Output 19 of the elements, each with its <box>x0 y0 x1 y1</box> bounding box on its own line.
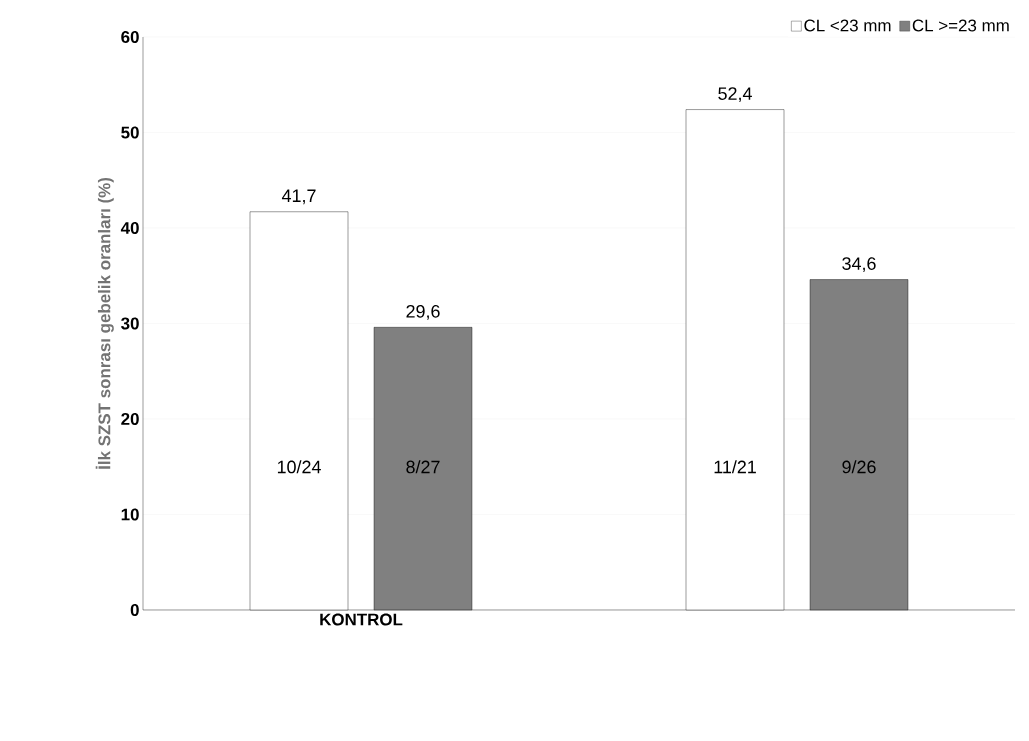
y-tick-label: 20 <box>121 412 139 425</box>
y-axis-title: İlk SZST sonrası gebelik oranları (%) <box>95 177 114 469</box>
y-tick-label: 30 <box>121 317 139 330</box>
annotation: 10/24 <box>277 460 321 474</box>
y-tick-label: 0 <box>130 603 139 616</box>
annotation: 8/27 <box>406 460 440 474</box>
x-tick-label: KONTROL <box>320 613 403 626</box>
text: CL <23 mm <box>804 19 891 32</box>
annotation: 11/21 <box>714 460 756 474</box>
y-tick-label: 50 <box>121 126 139 139</box>
data-label: 52,4 <box>718 87 752 103</box>
y-tick-label: 10 <box>121 508 139 521</box>
legend-label: CL >=23 mm <box>912 19 1009 32</box>
data-label: 29,6 <box>406 304 440 320</box>
y-tick-label: 60 <box>121 30 139 43</box>
data-label: 41,7 <box>281 189 316 205</box>
annotation: 9/26 <box>842 460 876 474</box>
data-label: 34,6 <box>842 257 876 273</box>
y-tick-label: 40 <box>120 221 139 234</box>
